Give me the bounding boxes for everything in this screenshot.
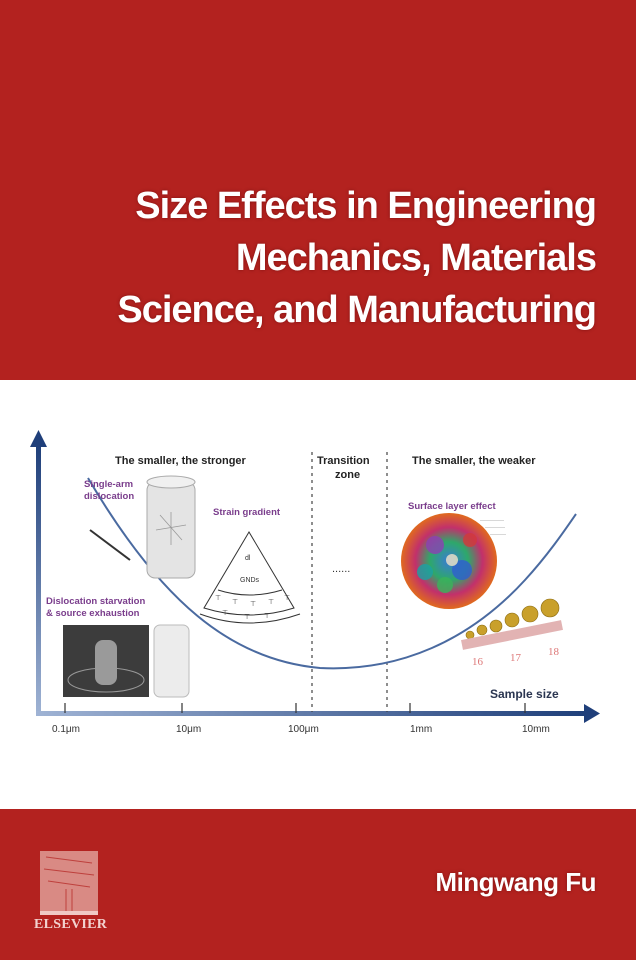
pillar-image-2 [153,624,190,698]
y-axis-arrow-icon [30,430,47,447]
annotation-strain-gradient: Strain gradient [213,507,281,518]
annotation-dislocation-2: & source exhaustion [46,608,140,619]
book-title: Size Effects in Engineering Mechanics, M… [0,180,597,336]
ruler-image [461,620,563,650]
x-axis [36,711,586,716]
svg-text:⊤: ⊤ [268,599,274,606]
svg-text:⊤: ⊤ [264,613,270,620]
svg-text:dl: dl [245,555,251,562]
elsevier-tree-logo-icon [40,851,98,915]
svg-text:GNDs: GNDs [240,577,260,584]
region-header-weaker: The smaller, the weaker [412,455,536,467]
ruler-number-17: 17 [510,652,521,664]
svg-text:⊤: ⊤ [284,595,290,602]
top-red-band: Size Effects in Engineering Mechanics, M… [0,0,636,380]
x-axis-arrow-icon [584,704,600,723]
author-name: Mingwang Fu [435,867,596,897]
svg-text:⊤: ⊤ [250,601,256,608]
y-axis [36,445,41,715]
x-axis-label: Sample size [490,687,559,701]
x-tick-2: 100μm [288,724,319,735]
annotation-dislocation-1: Dislocation starvation [46,596,146,607]
svg-text:⊤: ⊤ [244,614,250,621]
svg-text:⊤: ⊤ [222,610,228,617]
svg-text:————: ———— [490,531,506,536]
ruler-number-16: 16 [472,656,483,668]
ruler-number-18: 18 [548,646,559,658]
annotation-single-arm-2: dislocation [84,491,135,502]
svg-text:—————: ————— [485,524,505,529]
annotation-surface-layer: Surface layer effect [408,501,496,512]
x-tick-4: 10mm [522,724,550,735]
x-tick-1: 10μm [176,724,202,735]
region-header-stronger: The smaller, the stronger [115,455,246,467]
title-line-3: Science, and Manufacturing [117,289,597,331]
transition-placeholder: ...... [332,563,350,575]
x-tick-0: 0.1μm [52,724,80,735]
svg-text:⊤: ⊤ [215,595,221,602]
svg-text:——————: —————— [480,517,504,522]
strength-curve [87,477,577,670]
svg-text:⊤: ⊤ [232,599,238,606]
region-header-transition-2: zone [335,469,361,481]
region-header-transition-1: Transition [317,455,370,467]
title-line-1: Size Effects in Engineering [135,185,597,227]
publisher-name: ELSEVIER [34,917,108,932]
bottom-red-band: ELSEVIER Mingwang Fu [0,809,636,960]
title-line-2: Mechanics, Materials [235,237,597,279]
particles-image [465,598,560,640]
annotation-single-arm-1: Single-arm [84,479,134,490]
x-tick-3: 1mm [410,724,433,735]
